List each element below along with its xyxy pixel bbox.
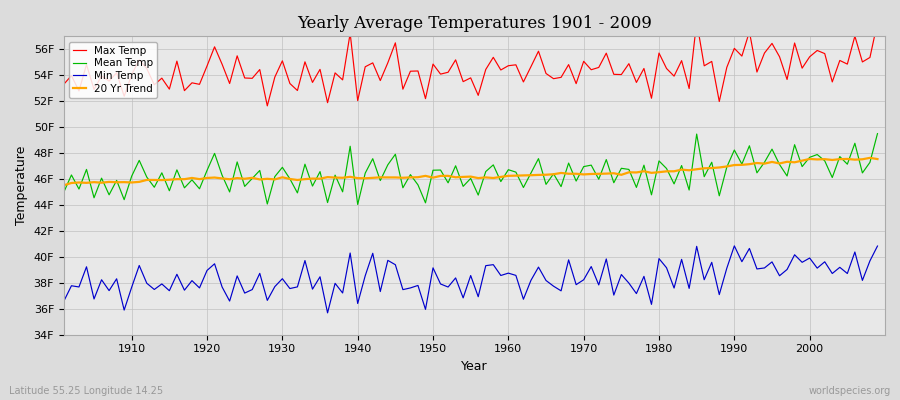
Max Temp: [58, 82, 69, 86]
Legend: Max Temp, Mean Temp, Min Temp, 20 Yr Trend: Max Temp, Mean Temp, Min Temp, 20 Yr Tre…: [69, 42, 158, 98]
Min Temp: [338, 290, 348, 295]
20 Yr Trend: [503, 174, 514, 178]
Mean Temp: [601, 157, 612, 162]
20 Yr Trend: [329, 175, 340, 180]
Mean Temp: [872, 131, 883, 136]
Max Temp: [338, 78, 348, 82]
Line: Max Temp: Max Temp: [64, 22, 878, 106]
Max Temp: [292, 88, 302, 93]
Title: Yearly Average Temperatures 1901 - 2009: Yearly Average Temperatures 1901 - 2009: [297, 15, 652, 32]
Min Temp: [510, 273, 521, 278]
Mean Temp: [329, 173, 340, 178]
Min Temp: [601, 256, 612, 261]
Text: Latitude 55.25 Longitude 14.25: Latitude 55.25 Longitude 14.25: [9, 386, 163, 396]
Min Temp: [872, 244, 883, 248]
Mean Temp: [284, 176, 295, 181]
Min Temp: [284, 286, 295, 291]
20 Yr Trend: [865, 156, 876, 160]
Max Temp: [503, 63, 514, 68]
Max Temp: [510, 62, 521, 67]
Text: worldspecies.org: worldspecies.org: [809, 386, 891, 396]
Mean Temp: [510, 170, 521, 174]
Min Temp: [119, 308, 130, 312]
Max Temp: [691, 19, 702, 24]
Line: Mean Temp: Mean Temp: [64, 134, 878, 204]
Min Temp: [322, 310, 333, 315]
Min Temp: [58, 299, 69, 304]
20 Yr Trend: [593, 171, 604, 176]
20 Yr Trend: [872, 157, 883, 162]
20 Yr Trend: [284, 176, 295, 181]
X-axis label: Year: Year: [461, 360, 488, 373]
Max Temp: [872, 20, 883, 25]
Min Temp: [503, 271, 514, 276]
20 Yr Trend: [119, 180, 130, 184]
Line: 20 Yr Trend: 20 Yr Trend: [64, 158, 878, 185]
Max Temp: [119, 94, 130, 99]
Min Temp: [729, 244, 740, 248]
Mean Temp: [58, 190, 69, 194]
20 Yr Trend: [495, 174, 506, 179]
Mean Temp: [352, 202, 363, 207]
Mean Temp: [119, 197, 130, 202]
Y-axis label: Temperature: Temperature: [15, 146, 28, 225]
Mean Temp: [503, 167, 514, 172]
Max Temp: [262, 104, 273, 108]
Max Temp: [601, 51, 612, 56]
20 Yr Trend: [58, 183, 69, 188]
Line: Min Temp: Min Temp: [64, 246, 878, 313]
